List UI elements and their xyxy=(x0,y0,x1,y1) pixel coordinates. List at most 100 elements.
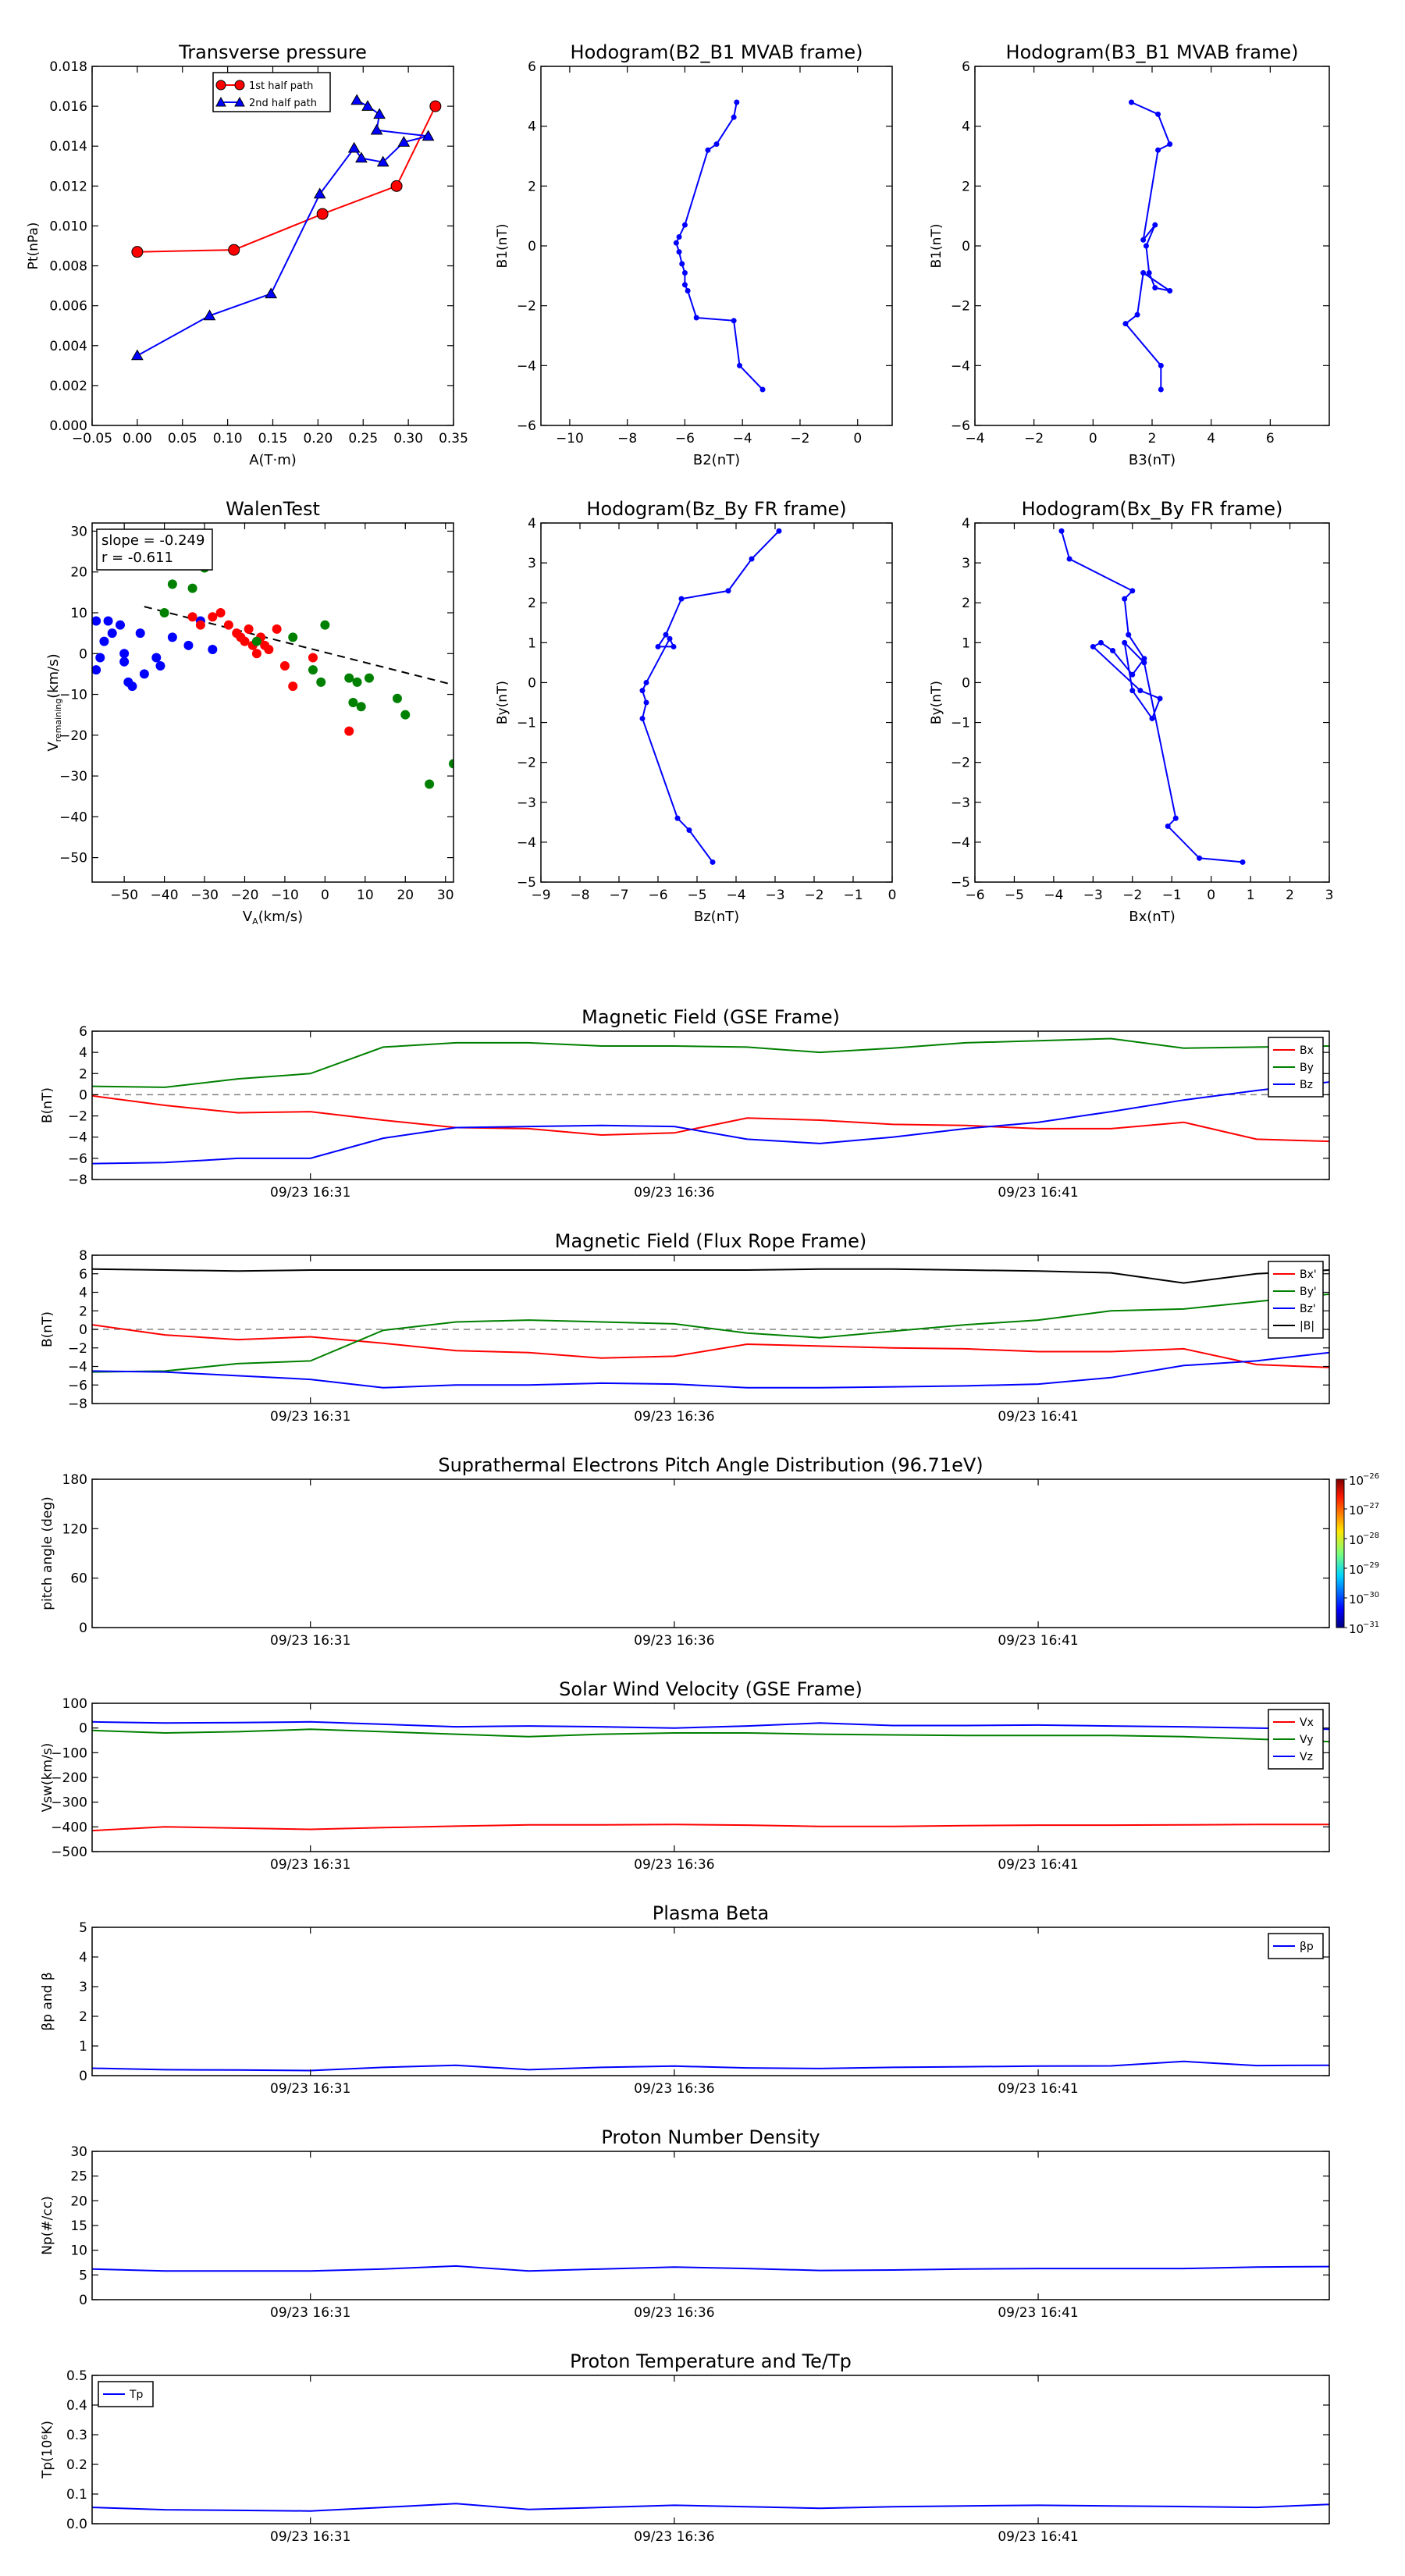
data-point xyxy=(1090,643,1096,649)
series-line-By xyxy=(92,1037,1329,1088)
beta-chart: Plasma Beta 0 1 2 3 4 5 09/23 16:31 09/23 16:36 0… xyxy=(40,1902,1330,2097)
data-point xyxy=(749,556,755,562)
y-tick-label: 4 xyxy=(528,119,536,135)
data-point xyxy=(208,612,218,622)
y-tick-label: 0.0 xyxy=(66,2517,87,2532)
y-tick-label: 20 xyxy=(70,2194,87,2209)
chart-title: Plasma Beta xyxy=(653,1902,769,1924)
x-tick-label: −6 xyxy=(648,888,667,903)
legend-label: Bx xyxy=(1300,1044,1314,1057)
data-point xyxy=(1157,696,1163,702)
x-tick-label: 2 xyxy=(1286,888,1294,903)
plot-frame xyxy=(91,1927,1330,2076)
y-tick-label: −4 xyxy=(951,835,970,851)
y-tick-label: −2 xyxy=(517,299,536,315)
data-point xyxy=(679,261,685,267)
x-tick-label: 09/23 16:41 xyxy=(998,1185,1078,1201)
x-tick-label: −2 xyxy=(1024,431,1044,447)
y-tick-label: −1 xyxy=(951,716,970,731)
x-axis-label-unit: (km/s) xyxy=(258,909,303,925)
x-tick-label: 09/23 16:41 xyxy=(998,1409,1078,1425)
y-tick-label: −5 xyxy=(517,875,536,891)
y-tick-label: 0 xyxy=(962,239,970,254)
data-point xyxy=(347,141,361,153)
x-tick-label: −50 xyxy=(110,888,138,903)
chart-title: Hodogram(Bx_By FR frame) xyxy=(1022,498,1283,520)
x-axis-label: B2(nT) xyxy=(693,452,740,468)
plot-area xyxy=(92,1268,1329,1389)
y-tick-label: 0 xyxy=(528,675,536,691)
y-tick-label: −4 xyxy=(68,1130,87,1146)
y-tick-label: 0.008 xyxy=(49,259,87,275)
plot-frame xyxy=(974,522,1330,883)
y-axis-label: B1(nT) xyxy=(495,224,510,269)
y-axis-label-sub: remaining xyxy=(53,699,63,742)
data-point xyxy=(251,636,261,646)
data-point xyxy=(167,579,177,589)
data-point xyxy=(308,653,318,663)
y-axis-label: B(nT) xyxy=(40,1311,55,1347)
data-point xyxy=(1167,141,1173,148)
y-axis-label: B1(nT) xyxy=(929,224,944,269)
y-tick-label: 0.2 xyxy=(66,2457,87,2473)
x-axis-label: B3(nT) xyxy=(1129,452,1176,468)
y-tick-label: 2 xyxy=(528,179,536,194)
data-point xyxy=(348,698,358,707)
data-point xyxy=(1141,660,1147,666)
data-point xyxy=(131,246,144,258)
y-tick-label: 2 xyxy=(528,596,536,611)
x-tick-label: 09/23 16:36 xyxy=(634,1633,714,1649)
data-point xyxy=(103,616,113,626)
data-point xyxy=(1122,321,1129,327)
plot-area xyxy=(92,563,454,789)
data-point xyxy=(710,859,716,865)
data-point xyxy=(449,759,454,769)
data-point xyxy=(1129,688,1136,694)
plot-frame xyxy=(540,66,893,426)
data-point xyxy=(228,244,240,256)
series-line-|B| xyxy=(92,1268,1329,1284)
y-tick-label: −5 xyxy=(951,875,970,891)
x-tick-label: 09/23 16:36 xyxy=(634,1185,714,1201)
y-tick-label: −300 xyxy=(51,1795,87,1811)
data-point xyxy=(731,114,737,120)
y-tick-label: −4 xyxy=(951,358,970,374)
legend-label: βp xyxy=(1300,1941,1314,1953)
data-point xyxy=(1129,671,1136,678)
data-point xyxy=(1129,99,1135,105)
x-tick-label: −10 xyxy=(556,431,584,447)
legend-label: Vz xyxy=(1300,1751,1313,1763)
y-tick-label: 0.5 xyxy=(66,2368,87,2384)
data-point xyxy=(251,649,261,659)
y-tick-label: 180 xyxy=(62,1472,87,1488)
x-axis-label: Bx(nT) xyxy=(1129,909,1175,925)
data-point xyxy=(92,665,101,675)
y-tick-label: −30 xyxy=(59,769,87,785)
chart-title: Suprathermal Electrons Pitch Angle Distr… xyxy=(438,1454,983,1476)
data-point xyxy=(1129,588,1136,594)
y-tick-label: 0 xyxy=(528,239,536,254)
x-tick-label: −5 xyxy=(687,888,706,903)
x-tick-label: −0.05 xyxy=(72,431,112,447)
legend-box xyxy=(212,72,331,112)
y-tick-label: −4 xyxy=(517,358,536,374)
x-axis-label: VA(km/s) xyxy=(243,909,303,927)
data-point xyxy=(681,282,688,288)
y-tick-label: −2 xyxy=(68,1341,87,1357)
pad-chart: Suprathermal Electrons Pitch Angle Distr… xyxy=(40,1454,1379,1649)
y-tick-label: −3 xyxy=(517,795,536,811)
data-point xyxy=(119,656,130,667)
data-point xyxy=(344,673,354,683)
data-point xyxy=(713,141,720,148)
chart-title: Magnetic Field (GSE Frame) xyxy=(582,1006,840,1028)
x-tick-label: 09/23 16:36 xyxy=(634,1857,714,1873)
series-line-Vy xyxy=(92,1728,1329,1743)
data-point xyxy=(350,94,364,105)
x-tick-label: 09/23 16:36 xyxy=(634,2529,714,2545)
x-tick-label: −8 xyxy=(617,431,637,447)
chart-title: Transverse pressure xyxy=(178,41,367,63)
x-tick-label: 09/23 16:36 xyxy=(634,2081,714,2097)
data-point xyxy=(678,596,685,602)
x-tick-label: −40 xyxy=(151,888,179,903)
